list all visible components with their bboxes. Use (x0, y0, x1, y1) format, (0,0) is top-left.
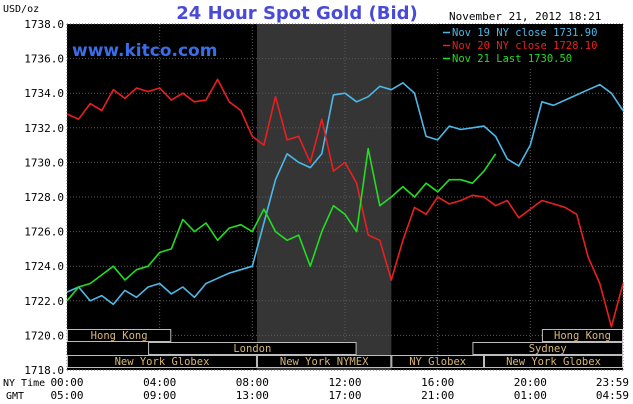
grid-lines (66, 23, 624, 371)
market-bar (541, 329, 624, 342)
y-tick-label: 1722.0 (24, 295, 64, 308)
market-label: Hong Kong (91, 330, 148, 342)
x-tick-label: 04:00 (143, 376, 176, 389)
date-stamp: November 21, 2012 18:21 (449, 10, 601, 23)
chart-title: 24 Hour Spot Gold (Bid) (176, 3, 417, 24)
series-line-3 (66, 147, 497, 302)
x-tick-label: 23:59 (596, 376, 629, 389)
legend-entry: Nov 21 Last 1730.50 (452, 53, 572, 65)
market-label: New York Globex (506, 356, 601, 368)
legend-box (437, 24, 623, 68)
market-bar (148, 342, 357, 355)
y-tick-label: 1732.0 (24, 122, 64, 135)
x-tick-label: 04:59 (596, 389, 629, 402)
market-bar (67, 329, 172, 342)
market-label: NY Globex (409, 356, 466, 368)
x-tick-label: 09:00 (143, 389, 176, 402)
x-tick-label: 01:00 (514, 389, 547, 402)
market-bar (391, 355, 485, 368)
market-label: New York NYMEX (280, 356, 369, 368)
y-tick-label: 1728.0 (24, 191, 64, 204)
market-label: London (233, 343, 271, 355)
y-tick-label: 1730.0 (24, 156, 64, 169)
market-bar (472, 342, 623, 355)
x-tick-label: 00:00 (50, 376, 83, 389)
x-tick-label: 17:00 (328, 389, 361, 402)
time-row-ny-label: NY Time (3, 378, 45, 389)
y-tick-label: 1734.0 (24, 87, 64, 100)
market-label: Hong Kong (554, 330, 611, 342)
y-tick-label: 1736.0 (24, 53, 64, 66)
nymex-session-highlight (256, 24, 392, 370)
legend-entry: Nov 19 NY close 1731.90 (452, 27, 597, 39)
market-label: New York Globex (115, 356, 210, 368)
market-bar (67, 355, 257, 368)
series-lines (66, 78, 624, 328)
y-tick-label: 1720.0 (24, 329, 64, 342)
y-tick-label: 1726.0 (24, 226, 64, 239)
y-tick-label: 1738.0 (24, 18, 64, 31)
legend-entry: Nov 20 NY close 1728.10 (452, 40, 597, 52)
y-axis-label: USD/oz (3, 4, 39, 15)
x-tick-label: 20:00 (514, 376, 547, 389)
y-tick-label: 1718.0 (24, 364, 64, 377)
x-tick-label: 16:00 (421, 376, 454, 389)
x-tick-label: 21:00 (421, 389, 454, 402)
y-tick-labels: 1718.0 1720.0 1722.0 1724.0 1726.0 1728.0 1730… (24, 18, 64, 377)
x-tick-label: 13:00 (236, 389, 269, 402)
x-tick-labels: 00:00 04:00 08:00 12:00 16:00 20:00 23:59 05:00… (50, 376, 629, 402)
series-line-2 (66, 78, 624, 328)
x-tick-label: 05:00 (50, 389, 83, 402)
time-row-gmt-label: GMT (6, 391, 24, 402)
y-tick-label: 1724.0 (24, 260, 64, 273)
market-bar (256, 355, 392, 368)
market-bar (484, 355, 623, 368)
x-tick-label: 08:00 (236, 376, 269, 389)
watermark: www.kitco.com (72, 41, 217, 61)
x-tick-label: 12:00 (328, 376, 361, 389)
market-label: Sydney (529, 343, 567, 355)
series-line-1 (66, 82, 624, 306)
